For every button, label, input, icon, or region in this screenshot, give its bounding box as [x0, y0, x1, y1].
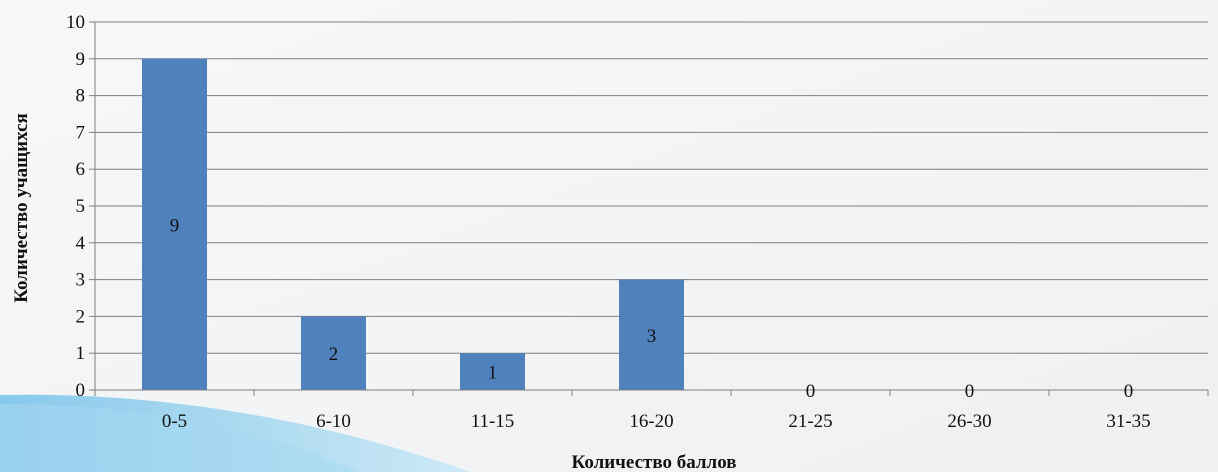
bar [619, 279, 684, 390]
bar [460, 353, 525, 390]
x-tick-label: 6-10 [316, 411, 351, 432]
data-label: 0 [806, 381, 816, 402]
y-tick-label: 2 [76, 306, 86, 327]
bars [142, 58, 684, 391]
x-tick-label: 26-30 [947, 411, 991, 432]
x-tick-label: 11-15 [471, 411, 515, 432]
data-label: 3 [647, 326, 657, 347]
y-tick-label: 8 [76, 86, 86, 107]
data-label: 0 [965, 381, 975, 402]
data-label: 0 [1124, 381, 1134, 402]
y-tick-label: 1 [76, 343, 86, 364]
data-label: 2 [329, 344, 339, 365]
bar [301, 316, 366, 390]
data-label: 9 [170, 215, 180, 236]
bar [142, 58, 207, 391]
x-tick-label: 21-25 [788, 411, 832, 432]
y-tick-label: 7 [76, 122, 86, 143]
y-tick-label: 6 [76, 159, 86, 180]
x-tick-label: 16-20 [629, 411, 673, 432]
y-tick-label: 3 [76, 270, 86, 291]
y-tick-label: 4 [76, 233, 86, 254]
x-tick-label: 0-5 [162, 411, 187, 432]
x-tick-label: 31-35 [1106, 411, 1150, 432]
data-labels: 9 2 1 3 0 0 0 [170, 215, 1134, 402]
y-axis-title: Количество учащихся [11, 113, 32, 303]
data-label: 1 [488, 363, 498, 384]
grid-lines [95, 21, 1208, 354]
y-tick-label: 0 [76, 380, 86, 401]
background-swoosh-highlight [0, 404, 360, 472]
x-axis-title: Количество баллов [572, 452, 737, 472]
y-tick-label: 9 [76, 49, 86, 70]
axes [89, 21, 1209, 396]
y-tick-label: 5 [76, 196, 86, 217]
y-tick-label: 10 [66, 12, 85, 33]
